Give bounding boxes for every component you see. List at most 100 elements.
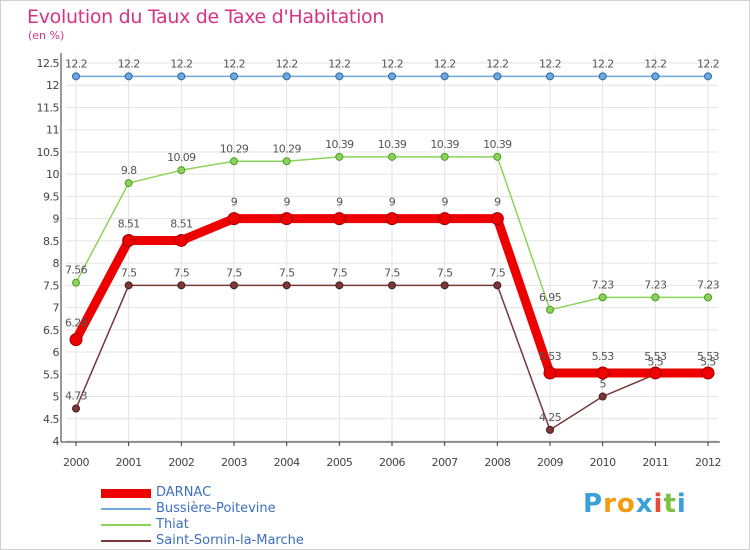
data-label: 5.53 bbox=[644, 350, 667, 363]
legend-item: Thiat bbox=[101, 517, 361, 533]
data-point bbox=[388, 152, 396, 161]
chart-series bbox=[69, 72, 715, 434]
legend-item: DARNAC bbox=[101, 485, 361, 501]
chart-grid bbox=[66, 55, 718, 442]
data-label: 10.39 bbox=[430, 138, 459, 151]
data-label: 7.5 bbox=[489, 266, 505, 279]
data-label: 12.2 bbox=[65, 57, 87, 70]
data-label: 12.2 bbox=[276, 57, 298, 70]
data-label: 7.5 bbox=[226, 266, 242, 279]
logo-letter: t bbox=[663, 489, 677, 519]
data-label: 4.25 bbox=[539, 411, 562, 424]
data-point bbox=[493, 281, 502, 290]
data-point bbox=[388, 281, 396, 290]
data-label: 12.2 bbox=[223, 57, 245, 70]
data-point bbox=[651, 72, 660, 81]
data-label: 5 bbox=[599, 378, 606, 391]
x-tick-label: 2010 bbox=[590, 456, 616, 469]
data-point bbox=[598, 392, 607, 401]
x-tick-label: 2007 bbox=[432, 456, 458, 469]
data-point bbox=[177, 281, 186, 290]
data-point bbox=[493, 72, 502, 81]
legend-swatch bbox=[101, 524, 151, 526]
data-point bbox=[704, 72, 712, 81]
chart-unit-label: (en %) bbox=[28, 29, 65, 42]
data-point bbox=[440, 72, 449, 81]
data-label: 10.39 bbox=[325, 138, 354, 151]
data-label: 6.95 bbox=[539, 291, 562, 304]
data-point bbox=[335, 152, 344, 161]
data-label: 12.2 bbox=[592, 57, 614, 70]
y-tick-label: 5 bbox=[53, 391, 60, 404]
y-tick-label: 8 bbox=[53, 257, 60, 270]
data-point bbox=[177, 166, 186, 175]
data-label: 7.5 bbox=[121, 266, 137, 279]
x-tick-label: 2005 bbox=[326, 456, 352, 469]
data-point bbox=[332, 212, 346, 226]
data-label: 10.39 bbox=[483, 138, 512, 151]
x-tick-label: 2004 bbox=[274, 456, 300, 469]
logo-letter: i bbox=[676, 489, 687, 519]
data-label: 10.29 bbox=[220, 142, 249, 155]
legend-label: Saint-Sornin-la-Marche bbox=[156, 533, 304, 548]
x-tick-label: 2002 bbox=[168, 456, 194, 469]
legend-swatch bbox=[101, 508, 151, 510]
data-label: 8.51 bbox=[118, 217, 140, 230]
x-tick-label: 2006 bbox=[379, 456, 405, 469]
data-point bbox=[227, 212, 241, 226]
logo-letter: r bbox=[603, 489, 617, 519]
data-point bbox=[598, 72, 607, 81]
data-label: 10.09 bbox=[167, 151, 196, 164]
legend-item: Saint-Sornin-la-Marche bbox=[101, 533, 361, 549]
data-point bbox=[230, 157, 238, 166]
data-point bbox=[546, 305, 554, 314]
chart-title: Evolution du Taux de Taxe d'Habitation bbox=[27, 6, 385, 28]
data-point bbox=[335, 281, 344, 290]
data-label: 7.5 bbox=[331, 266, 347, 279]
y-tick-label: 9.5 bbox=[43, 190, 59, 203]
x-tick-label: 2012 bbox=[695, 456, 721, 469]
data-point bbox=[282, 157, 291, 166]
data-point bbox=[122, 233, 136, 247]
data-point bbox=[177, 72, 186, 81]
y-tick-label: 7.5 bbox=[43, 279, 59, 292]
data-point bbox=[546, 425, 554, 434]
data-label: 10.29 bbox=[272, 142, 301, 155]
y-tick-label: 4.5 bbox=[43, 413, 59, 426]
y-tick-label: 9 bbox=[53, 213, 60, 226]
data-point bbox=[282, 72, 291, 81]
data-label: 12.2 bbox=[381, 57, 403, 70]
data-label: 9 bbox=[336, 196, 343, 209]
data-point bbox=[230, 281, 238, 290]
y-tick-label: 6.5 bbox=[43, 324, 59, 337]
series-thiat bbox=[72, 152, 712, 314]
y-tick-label: 8.5 bbox=[43, 235, 59, 248]
y-tick-label: 11.5 bbox=[37, 101, 60, 114]
data-point bbox=[440, 281, 449, 290]
data-point bbox=[546, 72, 554, 81]
data-point bbox=[704, 293, 712, 302]
data-label: 12.2 bbox=[644, 57, 666, 70]
data-label: 7.5 bbox=[437, 266, 453, 279]
chart-legend: DARNAC Bussière-Poitevine Thiat Saint-Sorni… bbox=[101, 485, 361, 549]
data-label: 7.23 bbox=[697, 278, 720, 291]
legend-item: Bussière-Poitevine bbox=[101, 501, 361, 517]
data-point bbox=[174, 233, 188, 247]
data-point bbox=[72, 404, 80, 413]
data-label: 10.39 bbox=[378, 138, 407, 151]
y-tick-label: 10.5 bbox=[37, 146, 60, 159]
data-point bbox=[72, 72, 80, 81]
data-label: 9 bbox=[441, 196, 448, 209]
data-label: 8.51 bbox=[170, 217, 192, 230]
legend-label: Thiat bbox=[156, 517, 189, 532]
data-label: 5.5 bbox=[700, 355, 716, 368]
data-label: 7.23 bbox=[644, 278, 667, 291]
y-tick-label: 12 bbox=[46, 79, 59, 92]
data-label: 7.5 bbox=[173, 266, 189, 279]
data-label: 7.23 bbox=[592, 278, 615, 291]
logo-letter: i bbox=[653, 489, 664, 519]
y-tick-label: 7 bbox=[53, 302, 60, 315]
data-label: 6.28 bbox=[65, 317, 88, 330]
